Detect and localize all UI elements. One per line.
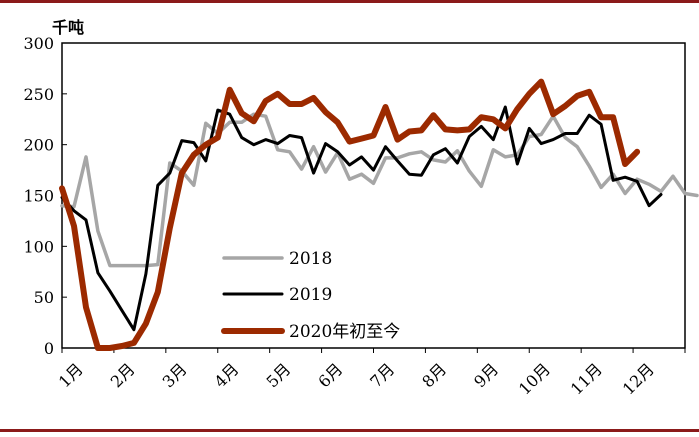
legend-label-0: 2018 (289, 249, 332, 269)
x-tick-label: 9月 (470, 359, 502, 391)
legend: 2018 2019 2020年初至今 (221, 249, 400, 342)
x-tick-label: 8月 (418, 359, 450, 391)
x-tick-label: 6月 (314, 359, 346, 391)
series-line-0 (60, 112, 699, 268)
y-tick-label: 0 (44, 339, 54, 358)
legend-label-1: 2019 (289, 285, 332, 305)
x-tick-label: 10月 (515, 359, 554, 398)
x-tick-label: 5月 (263, 359, 295, 391)
x-tick-label: 3月 (159, 359, 191, 391)
series-lines (59, 78, 699, 351)
y-tick-label: 300 (23, 34, 54, 53)
series-line-2 (59, 78, 641, 351)
x-tick-label: 2月 (107, 359, 139, 391)
x-tick-label: 4月 (211, 359, 243, 391)
x-tick-label: 1月 (55, 359, 87, 391)
legend-label-2: 2020年初至今 (289, 322, 400, 342)
y-tick-label: 100 (23, 237, 54, 256)
y-axis: 0 50 100 150 200 250 300 (23, 34, 67, 358)
x-tick-label: 11月 (567, 359, 606, 398)
x-tick-label: 7月 (366, 359, 398, 391)
series-line-1 (60, 105, 663, 332)
y-tick-label: 250 (23, 85, 54, 104)
y-tick-label: 200 (23, 136, 54, 155)
y-tick-label: 150 (23, 187, 54, 206)
x-tick-label: 12月 (619, 359, 658, 398)
y-tick-label: 50 (34, 288, 54, 307)
y-axis-unit-label: 千吨 (52, 18, 84, 37)
x-axis: 1月 2月 3月 4月 5月 6月 7月 8月 9月 10月 11月 12月 (55, 348, 686, 399)
